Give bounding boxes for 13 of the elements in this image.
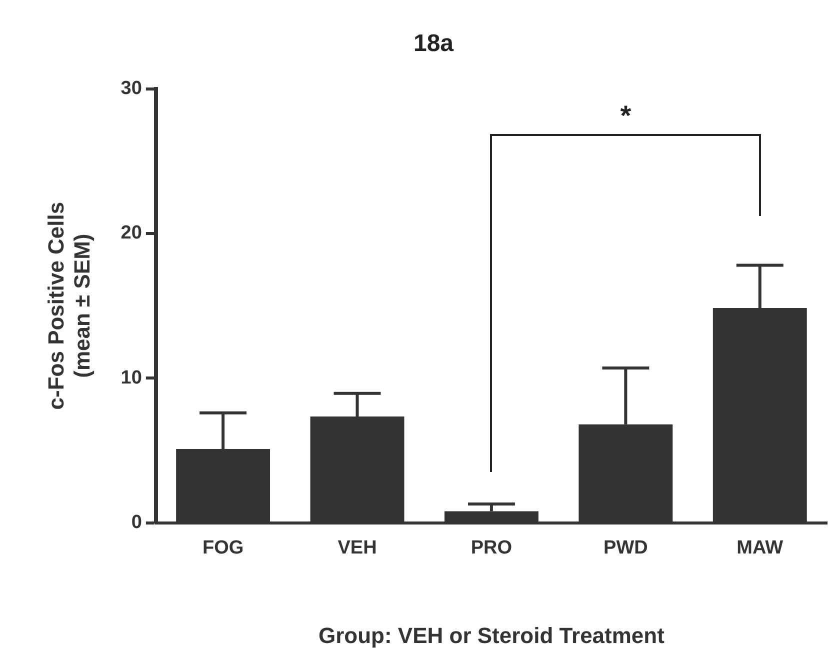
y-axis-title: c-Fos Positive Cells (mean ± SEM): [43, 202, 95, 410]
x-tick-label: MAW: [736, 537, 784, 558]
x-axis-title: Group: VEH or Steroid Treatment: [318, 622, 666, 648]
x-tick-label: PWD: [604, 537, 648, 558]
annotation: *: [620, 100, 632, 131]
y-tick-label: 10: [120, 367, 142, 388]
y-tick-label: 30: [120, 78, 142, 100]
x-tick-label: PRO: [470, 537, 512, 558]
y-tick-label: 20: [120, 222, 142, 244]
y-tick-label: 0: [131, 512, 142, 534]
x-tick-label: VEH: [338, 537, 377, 558]
chart-title: 18a: [413, 30, 454, 58]
x-tick-label: FOG: [202, 537, 244, 558]
